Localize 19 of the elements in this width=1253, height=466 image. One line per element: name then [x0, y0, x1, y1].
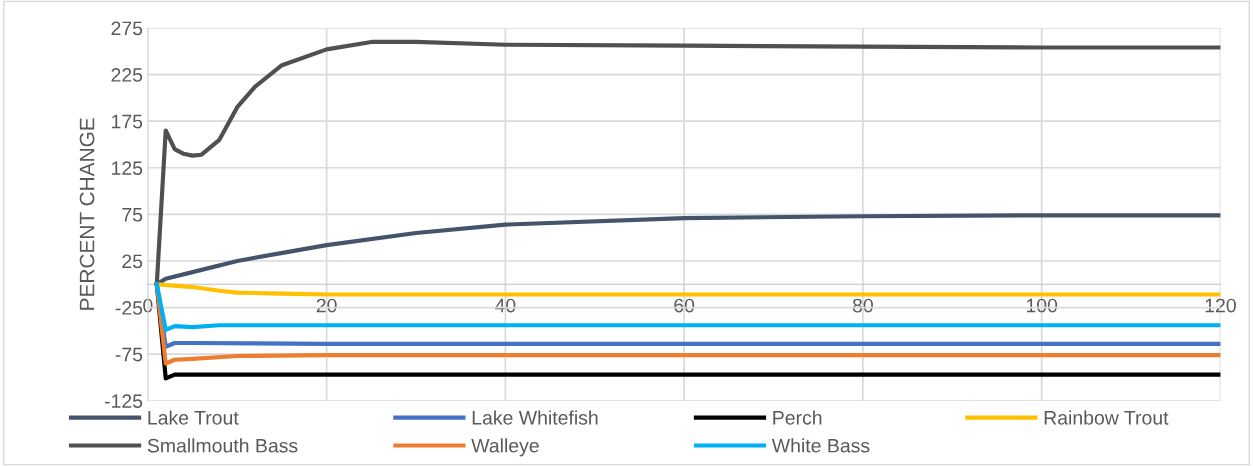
legend-label: Lake Whitefish [472, 410, 598, 425]
y-tick-label: 225 [111, 68, 143, 82]
legend-label: White Bass [771, 438, 870, 453]
y-tick-label: 275 [111, 21, 143, 36]
y-tick-label: 175 [112, 114, 143, 129]
x-tick-label: 0 [143, 298, 153, 313]
legend-label: Smallmouth Bass [147, 438, 298, 453]
y-tick-label: -25 [115, 301, 143, 315]
legend-label: Walleye [471, 438, 539, 457]
y-tick-label: 75 [122, 208, 143, 222]
y-tick-label: -125 [104, 394, 143, 408]
y-tick-label: 25 [122, 254, 143, 269]
y-axis-title: PERCENT CHANGE [79, 118, 95, 310]
y-tick-label: 125 [112, 161, 143, 175]
legend-label: Perch [773, 410, 822, 425]
legend-label: Rainbow Trout [1044, 410, 1169, 425]
y-tick-label: -75 [115, 347, 143, 362]
x-tick-label: 120 [1205, 298, 1236, 313]
legend-label: Lake Trout [148, 410, 239, 425]
